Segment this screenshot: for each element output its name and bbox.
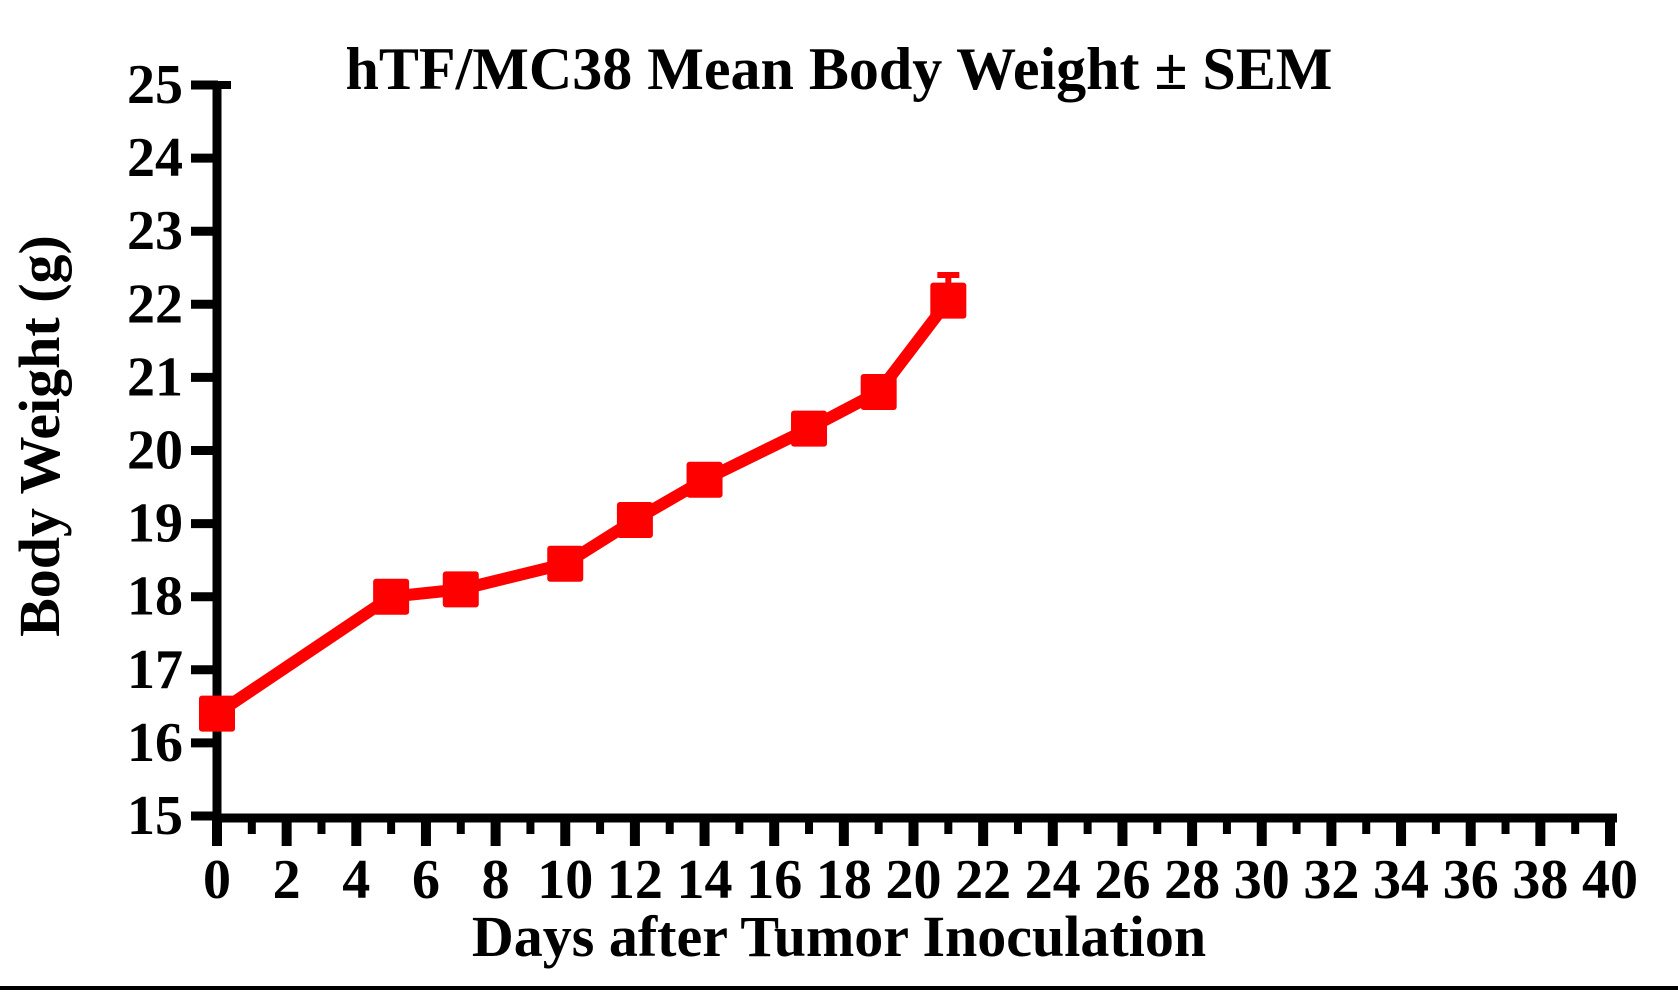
- x-tick-label: 10: [537, 849, 593, 911]
- x-tick-label: 34: [1373, 849, 1429, 911]
- x-tick-label: 38: [1512, 849, 1568, 911]
- y-tick-label: 24: [127, 127, 183, 189]
- data-point-marker: [930, 282, 967, 319]
- y-tick-label: 19: [127, 493, 183, 555]
- data-point-marker: [442, 571, 479, 608]
- data-point-marker: [791, 410, 828, 447]
- data-point-marker: [547, 545, 584, 582]
- data-point-marker: [860, 374, 897, 411]
- x-tick-label: 20: [886, 849, 942, 911]
- y-tick-label: 23: [127, 200, 183, 262]
- series-line: [213, 297, 954, 719]
- x-tick-label: 32: [1303, 849, 1359, 911]
- x-tick-label: 26: [1094, 849, 1150, 911]
- x-tick-label: 24: [1025, 849, 1081, 911]
- x-tick-label: 0: [203, 849, 231, 911]
- y-tick-label: 16: [127, 712, 183, 774]
- x-tick-label: 12: [607, 849, 663, 911]
- x-tick-label: 6: [412, 849, 440, 911]
- x-tick-label: 30: [1234, 849, 1290, 911]
- y-tick-label: 22: [127, 273, 183, 335]
- x-tick-label: 2: [273, 849, 301, 911]
- bottom-border-line: [0, 986, 1678, 990]
- x-tick-label: 8: [482, 849, 510, 911]
- y-tick-label: 18: [127, 566, 183, 628]
- x-tick-label: 16: [746, 849, 802, 911]
- y-tick-label: 17: [127, 639, 183, 701]
- x-tick-label: 4: [342, 849, 370, 911]
- chart-title: hTF/MC38 Mean Body Weight ± SEM: [345, 36, 1333, 102]
- x-tick-label: 22: [955, 849, 1011, 911]
- data-point-marker: [686, 461, 723, 498]
- data-point-marker: [199, 695, 235, 732]
- x-tick-label: 28: [1164, 849, 1220, 911]
- x-tick-label: 40: [1582, 849, 1638, 911]
- y-tick-label: 25: [127, 54, 183, 116]
- x-tick-label: 36: [1443, 849, 1499, 911]
- y-tick-label: 21: [127, 346, 183, 408]
- data-point-marker: [616, 501, 653, 538]
- y-tick-label: 15: [127, 785, 183, 847]
- x-tick-label: 14: [677, 849, 733, 911]
- y-tick-label: 20: [127, 420, 183, 482]
- data-point-marker: [373, 578, 410, 615]
- x-tick-label: 18: [816, 849, 872, 911]
- x-axis-title: Days after Tumor Inoculation: [471, 904, 1207, 969]
